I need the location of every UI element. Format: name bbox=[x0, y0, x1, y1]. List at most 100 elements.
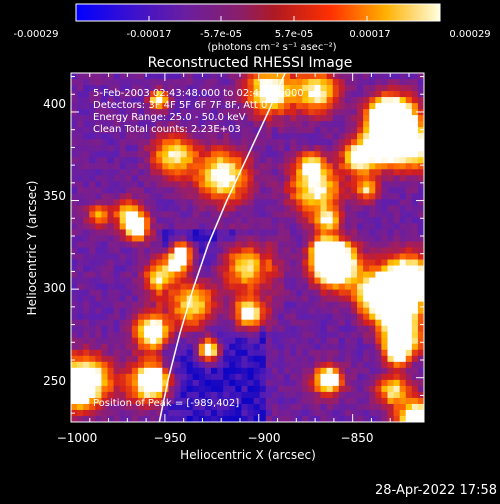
heatmap-cell bbox=[131, 253, 139, 261]
heatmap-cell bbox=[137, 349, 145, 357]
heatmap-cell bbox=[210, 283, 218, 291]
heatmap-cell bbox=[204, 355, 212, 363]
heatmap-cell bbox=[229, 193, 236, 200]
heatmap-cell bbox=[101, 295, 109, 303]
heatmap-cell bbox=[375, 73, 382, 80]
heatmap-cell bbox=[186, 91, 194, 98]
heatmap-cell bbox=[290, 265, 297, 273]
heatmap-cell bbox=[387, 169, 395, 176]
heatmap-cell bbox=[290, 247, 297, 255]
heatmap-cell bbox=[265, 199, 273, 206]
heatmap-cell bbox=[253, 331, 261, 339]
heatmap-cell bbox=[296, 313, 303, 321]
heatmap-cell bbox=[393, 151, 401, 158]
heatmap-cell bbox=[290, 283, 297, 291]
heatmap-cell bbox=[101, 91, 109, 98]
heatmap-cell bbox=[284, 307, 291, 315]
heatmap-cell bbox=[241, 103, 249, 110]
heatmap-cell bbox=[107, 151, 115, 158]
heatmap-cell bbox=[265, 355, 273, 363]
heatmap-cell bbox=[186, 319, 194, 327]
heatmap-cell bbox=[137, 361, 145, 369]
heatmap-cell bbox=[259, 157, 267, 164]
heatmap-cell bbox=[168, 235, 176, 243]
heatmap-cell bbox=[119, 349, 127, 357]
heatmap-cell bbox=[296, 301, 303, 309]
heatmap-cell bbox=[344, 367, 352, 375]
heatmap-cell bbox=[290, 211, 297, 219]
heatmap-cell bbox=[381, 97, 389, 104]
heatmap-cell bbox=[223, 367, 230, 375]
heatmap-cell bbox=[393, 127, 401, 134]
heatmap-cell bbox=[296, 103, 303, 110]
heatmap-cell bbox=[357, 313, 364, 321]
heatmap-cell bbox=[302, 139, 309, 146]
heatmap-cell bbox=[302, 187, 309, 194]
heatmap-cell bbox=[71, 193, 78, 200]
heatmap-cell bbox=[253, 301, 261, 309]
heatmap-cell bbox=[223, 289, 230, 297]
heatmap-cell bbox=[162, 229, 169, 237]
heatmap-cell bbox=[168, 313, 176, 321]
heatmap-cell bbox=[210, 259, 218, 267]
heatmap-cell bbox=[296, 253, 303, 261]
heatmap-cell bbox=[296, 109, 303, 116]
heatmap-cell bbox=[89, 193, 96, 200]
heatmap-cell bbox=[271, 115, 279, 122]
heatmap-cell bbox=[156, 169, 163, 176]
heatmap-cell bbox=[326, 73, 334, 80]
heatmap-cell bbox=[247, 277, 255, 285]
heatmap-cell bbox=[381, 403, 389, 411]
heatmap-cell bbox=[77, 181, 84, 188]
heatmap-cell bbox=[308, 367, 316, 375]
heatmap-cell bbox=[411, 253, 419, 261]
heatmap-cell bbox=[241, 259, 249, 267]
heatmap-cell bbox=[411, 235, 419, 243]
heatmap-cell bbox=[89, 313, 96, 321]
heatmap-cell bbox=[350, 271, 358, 279]
heatmap-cell bbox=[241, 127, 249, 134]
heatmap-cell bbox=[259, 343, 267, 351]
heatmap-cell bbox=[411, 133, 419, 140]
heatmap-cell bbox=[320, 145, 328, 152]
heatmap-cell bbox=[411, 385, 419, 393]
heatmap-cell bbox=[405, 277, 413, 285]
heatmap-cell bbox=[107, 403, 115, 411]
heatmap-cell bbox=[369, 133, 376, 140]
heatmap-cell bbox=[217, 343, 224, 351]
heatmap-cell bbox=[174, 349, 182, 357]
heatmap-cell bbox=[399, 151, 407, 158]
heatmap-cell bbox=[83, 211, 90, 219]
heatmap-cell bbox=[186, 169, 194, 176]
heatmap-cell bbox=[271, 355, 279, 363]
heatmap-cell bbox=[375, 313, 382, 321]
heatmap-cell bbox=[235, 115, 243, 122]
heatmap-cell bbox=[168, 109, 176, 116]
heatmap-cell bbox=[210, 289, 218, 297]
heatmap-cell bbox=[223, 217, 230, 225]
heatmap-cell bbox=[393, 157, 401, 164]
heatmap-cell bbox=[174, 115, 182, 122]
heatmap-cell bbox=[229, 373, 236, 381]
heatmap-cell bbox=[338, 193, 346, 200]
heatmap-cell bbox=[192, 265, 200, 273]
heatmap-cell bbox=[338, 259, 346, 267]
colorbar-tick-label: -0.00029 bbox=[14, 29, 59, 40]
heatmap-cell bbox=[192, 85, 200, 92]
heatmap-cell bbox=[393, 289, 401, 297]
heatmap-cell bbox=[381, 193, 389, 200]
heatmap-cell bbox=[247, 385, 255, 393]
heatmap-cell bbox=[217, 217, 224, 225]
heatmap-cell bbox=[357, 187, 364, 194]
heatmap-cell bbox=[107, 109, 115, 116]
heatmap-cell bbox=[150, 247, 157, 255]
heatmap-cell bbox=[387, 265, 395, 273]
heatmap-cell bbox=[265, 397, 273, 405]
heatmap-cell bbox=[223, 211, 230, 219]
heatmap-cell bbox=[259, 379, 267, 387]
heatmap-cell bbox=[338, 319, 346, 327]
heatmap-cell bbox=[314, 73, 322, 80]
heatmap-cell bbox=[71, 343, 78, 351]
heatmap-cell bbox=[204, 175, 212, 182]
heatmap-cell bbox=[405, 193, 413, 200]
